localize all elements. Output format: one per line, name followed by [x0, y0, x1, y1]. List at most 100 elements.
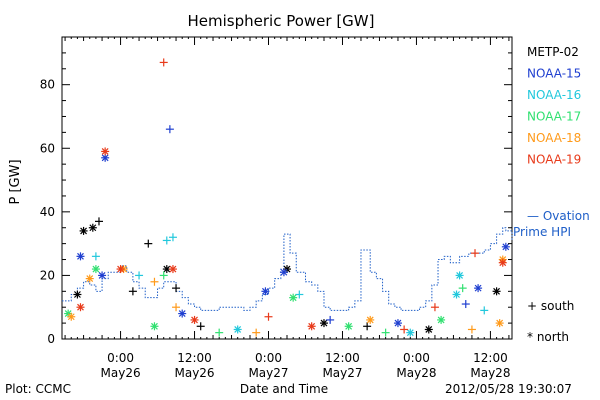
data-point-noaa-19 — [264, 312, 273, 321]
data-point-noaa-18 — [366, 315, 375, 324]
marker-stroke — [191, 316, 198, 324]
data-point-noaa-16 — [452, 290, 461, 299]
data-point-noaa-16 — [406, 328, 415, 337]
plot-credit: Plot: CCMC — [5, 382, 71, 396]
axis-ticks: 0204060800:00May2612:00May260:00May2712:… — [40, 36, 512, 380]
marker-stroke — [456, 271, 464, 279]
y-tick-label: 40 — [40, 205, 55, 219]
data-point-noaa-19 — [190, 315, 199, 324]
marker-stroke — [394, 319, 402, 327]
data-point-noaa-18 — [467, 325, 476, 334]
marker-stroke — [496, 319, 504, 327]
data-point-noaa-15 — [76, 252, 85, 261]
plot-area-border — [61, 36, 513, 340]
legend-entry-noaa-15: NOAA-15 — [527, 67, 581, 81]
data-point-noaa-17 — [344, 322, 353, 331]
marker-stroke — [163, 265, 171, 273]
data-point-metp-02 — [363, 322, 372, 331]
marker-stroke — [366, 316, 374, 324]
data-point-noaa-18 — [172, 303, 181, 312]
data-point-noaa-17 — [159, 271, 168, 280]
marker-stroke — [64, 310, 72, 317]
data-point-metp-02 — [73, 290, 82, 299]
legend-entry-metp-02: METP-02 — [527, 45, 579, 59]
data-point-noaa-15 — [393, 319, 402, 328]
marker-stroke — [77, 303, 84, 311]
marker-stroke — [406, 329, 414, 337]
marker-key: + south * north — [527, 299, 574, 344]
data-point-metp-02 — [319, 319, 328, 328]
marker-stroke — [86, 275, 94, 283]
data-point-noaa-15 — [461, 300, 470, 309]
legend-entry-noaa-17: NOAA-17 — [527, 110, 581, 124]
ovation-label-line2: Prime HPI — [513, 225, 571, 239]
marker-stroke — [73, 291, 81, 298]
x-tick-date: May28 — [396, 366, 436, 380]
data-point-metp-02 — [128, 287, 137, 296]
data-point-noaa-15 — [474, 284, 483, 293]
data-point-noaa-17 — [381, 328, 390, 337]
data-point-noaa-19 — [168, 265, 177, 274]
marker-stroke — [101, 154, 109, 162]
observation-points — [64, 58, 510, 337]
marker-key-south: + south — [527, 299, 574, 313]
data-point-metp-02 — [144, 239, 153, 248]
marker-stroke — [289, 294, 297, 302]
legend: METP-02 NOAA-15 NOAA-16 NOAA-17 NOAA-18 NOAA-… — [527, 45, 581, 167]
x-tick-date: May28 — [470, 366, 510, 380]
data-point-metp-02 — [492, 287, 501, 296]
y-axis-label: P [GW] — [8, 159, 23, 204]
x-tick-time: 12:00 — [177, 351, 212, 365]
data-point-noaa-16 — [233, 325, 242, 334]
data-point-metp-02 — [196, 322, 205, 331]
data-point-noaa-15 — [165, 125, 174, 134]
data-point-noaa-16 — [135, 271, 144, 280]
x-tick-time: 0:00 — [255, 351, 282, 365]
legend-entry-noaa-16: NOAA-16 — [527, 88, 581, 102]
data-point-noaa-16 — [168, 233, 177, 242]
marker-stroke — [262, 287, 269, 295]
y-tick-label: 0 — [47, 332, 55, 346]
x-tick-date: May27 — [322, 366, 362, 380]
marker-stroke — [493, 287, 501, 295]
data-point-noaa-17 — [458, 284, 467, 293]
marker-stroke — [151, 322, 158, 330]
data-point-noaa-15 — [178, 309, 187, 318]
data-point-noaa-15 — [326, 315, 335, 324]
data-point-metp-02 — [79, 226, 88, 235]
data-point-noaa-15 — [98, 271, 107, 280]
data-point-noaa-19 — [159, 58, 168, 67]
data-point-noaa-17 — [215, 328, 224, 337]
data-point-metp-02 — [88, 223, 97, 232]
y-tick-label: 20 — [40, 268, 55, 282]
data-point-noaa-17 — [91, 265, 100, 274]
data-point-noaa-18 — [150, 277, 159, 286]
data-point-noaa-19 — [471, 249, 480, 258]
marker-stroke — [178, 310, 186, 317]
data-point-noaa-18 — [85, 274, 94, 283]
x-tick-date: May26 — [174, 366, 214, 380]
marker-stroke — [308, 322, 316, 330]
data-point-noaa-17 — [437, 315, 446, 324]
marker-stroke — [67, 313, 75, 321]
marker-stroke — [474, 284, 482, 292]
x-tick-time: 0:00 — [403, 351, 430, 365]
marker-stroke — [234, 326, 242, 333]
data-point-noaa-15 — [501, 242, 510, 251]
marker-key-north: * north — [527, 330, 569, 344]
data-point-noaa-19 — [101, 147, 110, 156]
marker-stroke — [499, 259, 507, 267]
x-axis-label: Date and Time — [240, 382, 328, 396]
data-point-noaa-19 — [76, 303, 85, 312]
ovation-label-line1: — Ovation — [527, 209, 590, 223]
marker-stroke — [320, 319, 328, 327]
data-point-noaa-16 — [480, 306, 489, 315]
x-tick-time: 12:00 — [325, 351, 360, 365]
x-tick-date: May27 — [248, 366, 288, 380]
marker-stroke — [92, 265, 100, 273]
data-point-metp-02 — [172, 284, 181, 293]
marker-stroke — [453, 291, 460, 298]
legend-entry-noaa-19: NOAA-19 — [527, 153, 581, 167]
data-point-noaa-19 — [116, 265, 125, 274]
